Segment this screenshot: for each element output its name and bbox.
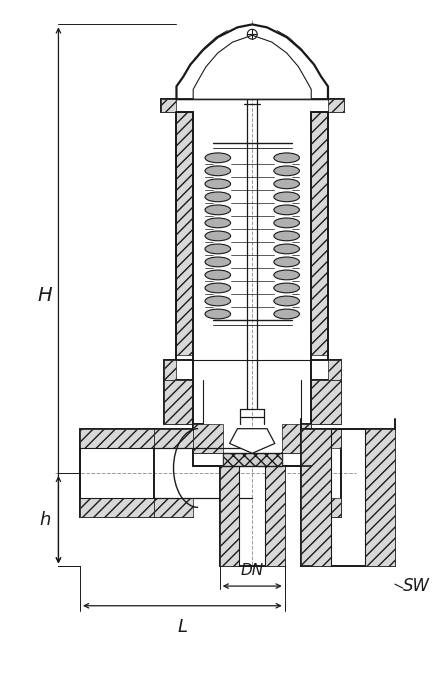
Bar xyxy=(223,454,282,466)
Ellipse shape xyxy=(274,231,300,241)
Bar xyxy=(265,466,285,566)
Ellipse shape xyxy=(274,270,300,280)
Ellipse shape xyxy=(205,257,231,267)
Ellipse shape xyxy=(274,244,300,254)
Ellipse shape xyxy=(274,153,300,162)
Ellipse shape xyxy=(274,296,300,306)
Bar xyxy=(80,428,154,449)
Bar xyxy=(301,428,331,566)
Bar xyxy=(301,498,341,517)
Text: L: L xyxy=(177,617,187,636)
Bar xyxy=(154,428,193,449)
Bar xyxy=(365,428,395,566)
Ellipse shape xyxy=(205,231,231,241)
Ellipse shape xyxy=(205,166,231,176)
Text: H: H xyxy=(37,286,52,305)
Polygon shape xyxy=(177,47,205,99)
Ellipse shape xyxy=(274,218,300,228)
Ellipse shape xyxy=(205,179,231,189)
Bar xyxy=(328,99,344,112)
Bar xyxy=(220,466,239,566)
Polygon shape xyxy=(300,47,328,99)
Polygon shape xyxy=(193,35,311,99)
Bar xyxy=(193,424,223,454)
Bar xyxy=(328,360,341,379)
Ellipse shape xyxy=(274,309,300,319)
Ellipse shape xyxy=(205,309,231,319)
Ellipse shape xyxy=(274,257,300,267)
Polygon shape xyxy=(277,30,328,86)
Ellipse shape xyxy=(205,270,231,280)
Ellipse shape xyxy=(205,153,231,162)
Ellipse shape xyxy=(274,205,300,215)
Polygon shape xyxy=(177,25,328,99)
Text: SW: SW xyxy=(403,577,430,595)
Ellipse shape xyxy=(274,179,300,189)
Bar xyxy=(164,360,177,379)
Ellipse shape xyxy=(205,192,231,202)
Ellipse shape xyxy=(205,244,231,254)
Polygon shape xyxy=(177,30,228,86)
Bar xyxy=(311,379,341,424)
Bar xyxy=(177,112,193,355)
Ellipse shape xyxy=(205,296,231,306)
Ellipse shape xyxy=(205,205,231,215)
Text: h: h xyxy=(39,511,50,528)
Ellipse shape xyxy=(274,166,300,176)
Bar xyxy=(164,379,193,424)
Bar xyxy=(161,99,177,112)
Ellipse shape xyxy=(205,283,231,293)
Ellipse shape xyxy=(274,283,300,293)
Bar xyxy=(80,498,154,517)
Bar xyxy=(154,498,193,517)
Ellipse shape xyxy=(205,218,231,228)
Bar xyxy=(301,428,341,449)
Bar xyxy=(282,424,311,454)
Ellipse shape xyxy=(274,192,300,202)
Polygon shape xyxy=(230,428,275,454)
Text: DN: DN xyxy=(241,564,264,578)
Bar xyxy=(311,112,328,355)
